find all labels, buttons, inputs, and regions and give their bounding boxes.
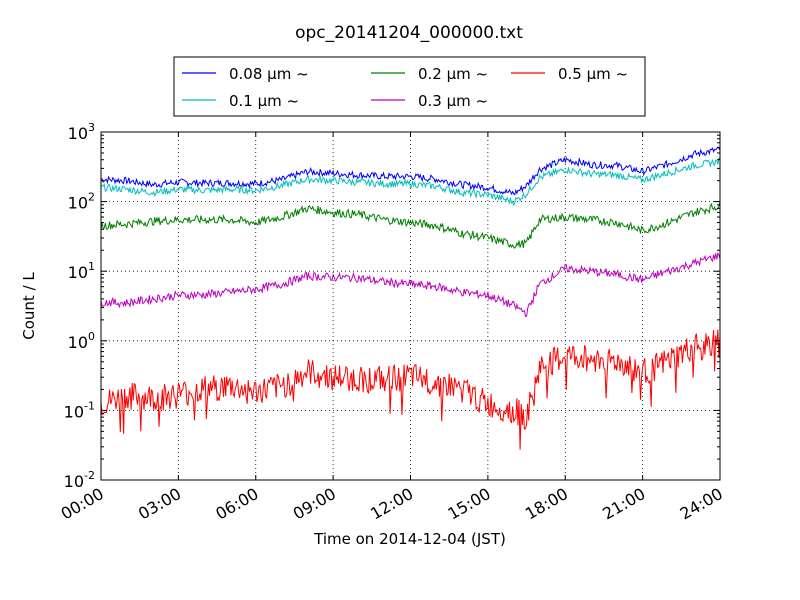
- legend-label: 0.2 μm ~: [418, 65, 488, 83]
- x-tick-label: 21:00: [599, 484, 648, 524]
- legend-label: 0.5 μm ~: [558, 65, 628, 83]
- x-axis-label: Time on 2014-12-04 (JST): [313, 530, 506, 548]
- x-tick-label: 03:00: [135, 484, 184, 524]
- y-axis-label: Count / L: [20, 272, 38, 340]
- series-line: [100, 329, 721, 450]
- chart-title: opc_20141204_000000.txt: [295, 23, 523, 43]
- legend: 0.08 μm ~ 0.1 μm ~ 0.2 μm ~ 0.3 μm ~ 0.5 μm …: [173, 56, 646, 117]
- y-tick-label: 10-2: [64, 469, 95, 491]
- x-tick-label: 12:00: [367, 484, 416, 524]
- legend-label: 0.1 μm ~: [229, 92, 299, 110]
- x-tick-label: 18:00: [522, 484, 571, 524]
- series-line: [100, 146, 721, 196]
- legend-label: 0.3 μm ~: [418, 92, 488, 110]
- x-tick-label: 06:00: [212, 484, 261, 524]
- series-line: [100, 157, 721, 207]
- series-line: [100, 251, 721, 317]
- y-tick-label: 10-1: [64, 399, 95, 421]
- x-tick-label: 09:00: [290, 484, 339, 524]
- y-tick-label: 103: [68, 121, 95, 143]
- x-tick-label: 15:00: [444, 484, 493, 524]
- series-lines: [100, 146, 721, 450]
- grid-lines: [101, 132, 720, 480]
- x-tick-label: 24:00: [677, 484, 726, 524]
- y-axis-ticks: 10-2 10-1 100 101 102 103: [64, 121, 720, 491]
- y-tick-label: 102: [68, 191, 95, 213]
- legend-box: [173, 56, 646, 117]
- y-tick-label: 101: [68, 260, 95, 282]
- series-line: [100, 201, 721, 250]
- legend-label: 0.08 μm ~: [229, 65, 309, 83]
- y-tick-label: 100: [68, 330, 95, 352]
